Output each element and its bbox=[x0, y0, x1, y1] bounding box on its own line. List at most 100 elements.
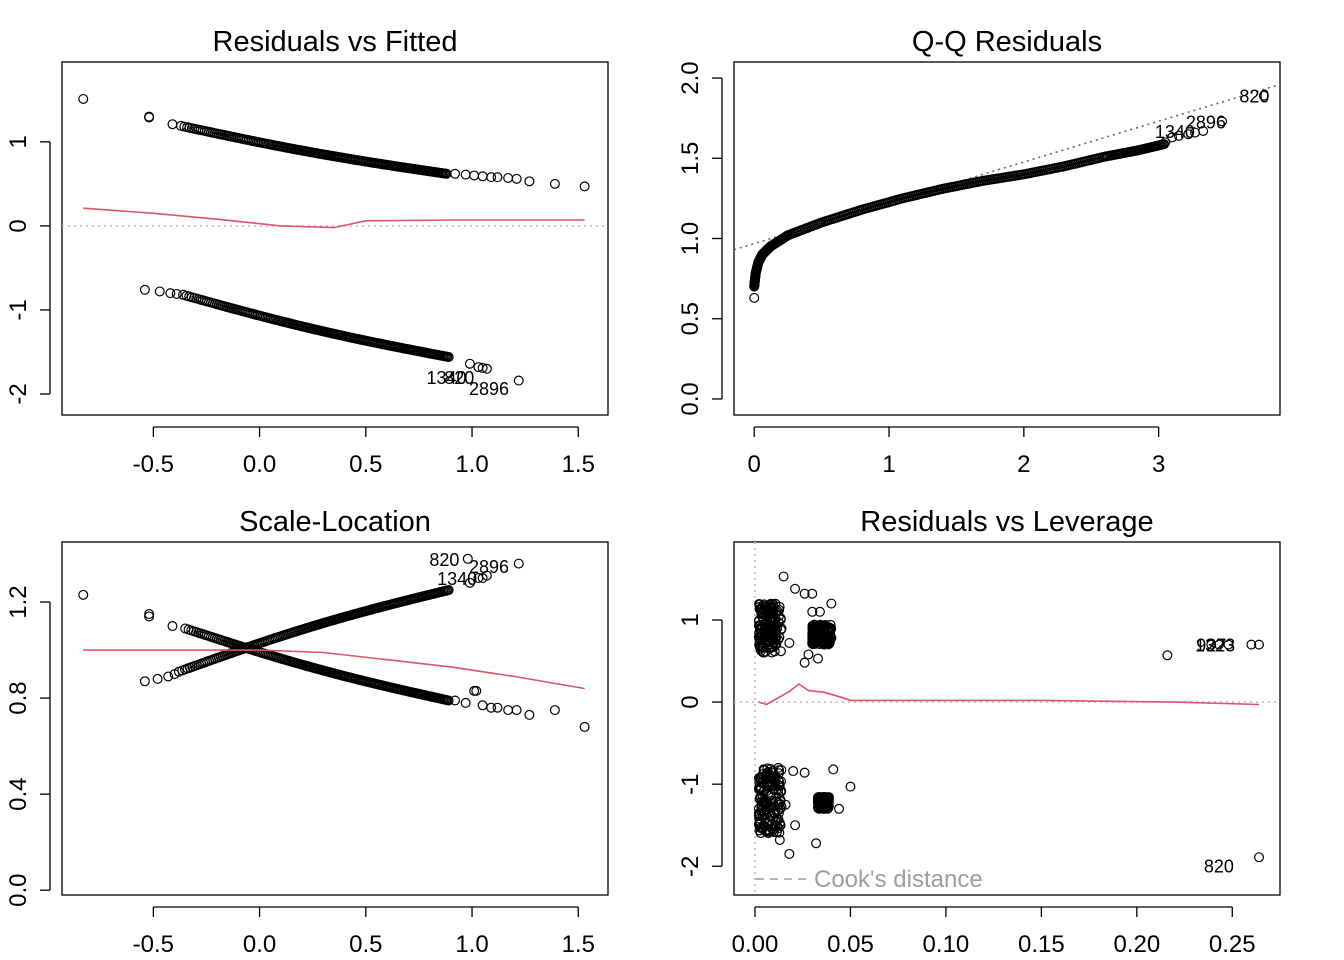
data-point bbox=[1167, 132, 1178, 143]
data-point bbox=[511, 173, 522, 184]
data-point bbox=[803, 649, 814, 660]
data-point bbox=[826, 598, 837, 609]
data-point bbox=[1253, 852, 1264, 863]
data-point bbox=[154, 286, 165, 297]
data-point bbox=[481, 363, 492, 374]
point-label: 820 bbox=[444, 368, 474, 388]
data-point bbox=[139, 676, 150, 687]
data-point bbox=[813, 801, 824, 812]
data-point bbox=[549, 705, 560, 716]
data-point bbox=[450, 168, 461, 179]
data-point bbox=[139, 284, 150, 295]
data-point bbox=[808, 638, 819, 649]
data-point bbox=[486, 172, 497, 183]
point-label: 820 bbox=[1239, 87, 1269, 107]
point-label: 927 bbox=[1196, 636, 1226, 656]
data-point bbox=[1206, 639, 1217, 650]
y-tick-label: 1 bbox=[5, 135, 32, 148]
plot-area bbox=[734, 542, 1280, 895]
data-point bbox=[78, 93, 89, 104]
data-point bbox=[763, 817, 774, 828]
data-point bbox=[819, 626, 830, 637]
y-tick-label: -1 bbox=[5, 299, 32, 320]
y-tick-label: 0.8 bbox=[5, 681, 32, 714]
data-point bbox=[754, 639, 765, 650]
data-point bbox=[790, 583, 801, 594]
data-point bbox=[78, 589, 89, 600]
data-point bbox=[755, 818, 766, 829]
y-tick-label: 0.0 bbox=[5, 874, 32, 907]
x-tick-label: 1.5 bbox=[562, 931, 595, 958]
smooth-line bbox=[83, 649, 585, 690]
x-tick-label: 0.20 bbox=[1113, 931, 1160, 958]
x-tick-label: 0.05 bbox=[827, 931, 874, 958]
data-point bbox=[811, 838, 822, 849]
x-axis: -0.5 0.0 0.5 1.0 1.5 bbox=[133, 426, 595, 478]
data-point bbox=[773, 768, 784, 779]
data-point bbox=[171, 288, 182, 299]
panel-title: Residuals vs Fitted bbox=[213, 26, 458, 58]
point-label: 2896 bbox=[469, 379, 509, 399]
point-label: 2896 bbox=[469, 557, 509, 577]
data-point bbox=[775, 646, 786, 657]
panel-title: Residuals vs Leverage bbox=[860, 506, 1153, 538]
data-point bbox=[579, 181, 590, 192]
data-point bbox=[765, 773, 776, 784]
data-point bbox=[464, 577, 475, 588]
y-tick-label: -2 bbox=[677, 856, 704, 877]
data-point bbox=[778, 571, 789, 582]
x-tick-label: 2 bbox=[1017, 451, 1030, 478]
data-point bbox=[144, 111, 155, 122]
panel-title: Q-Q Residuals bbox=[912, 26, 1102, 58]
data-point bbox=[833, 803, 844, 814]
data-point bbox=[503, 172, 514, 183]
data-point bbox=[773, 762, 784, 773]
data-point bbox=[754, 631, 765, 642]
x-tick-label: 0.15 bbox=[1018, 931, 1065, 958]
data-point bbox=[769, 824, 780, 835]
data-point bbox=[1183, 129, 1194, 140]
data-point bbox=[152, 673, 163, 684]
data-point bbox=[773, 780, 784, 791]
data-point bbox=[826, 633, 837, 644]
plot-frame bbox=[61, 541, 609, 896]
data-point bbox=[492, 702, 503, 713]
reference-line bbox=[734, 83, 1280, 251]
data-point bbox=[772, 623, 783, 634]
data-point bbox=[477, 362, 488, 373]
data-point bbox=[766, 602, 777, 613]
data-point bbox=[784, 848, 795, 859]
data-point bbox=[757, 777, 768, 788]
data-point bbox=[809, 619, 820, 630]
data-point bbox=[764, 642, 775, 653]
y-tick-label: -2 bbox=[5, 383, 32, 404]
data-point bbox=[812, 653, 823, 664]
x-tick-label: 0.5 bbox=[349, 931, 382, 958]
data-point bbox=[469, 170, 480, 181]
data-point bbox=[1213, 639, 1224, 650]
data-point bbox=[443, 585, 454, 596]
data-point bbox=[443, 695, 454, 706]
data-point bbox=[773, 774, 784, 785]
x-tick-label: 0.0 bbox=[243, 931, 276, 958]
data-point bbox=[799, 588, 810, 599]
y-tick-label: 0.0 bbox=[677, 382, 704, 415]
point-label: 1340 bbox=[1155, 122, 1195, 142]
x-tick-label: 0.25 bbox=[1209, 931, 1256, 958]
y-tick-label: 2.0 bbox=[677, 61, 704, 94]
y-tick-label: 0 bbox=[5, 219, 32, 232]
data-point bbox=[1258, 90, 1269, 101]
data-point bbox=[503, 705, 514, 716]
point-label: 820 bbox=[1204, 856, 1234, 876]
plot-frame bbox=[733, 541, 1281, 896]
smooth-line bbox=[758, 683, 1260, 706]
x-tick-label: 0.0 bbox=[243, 451, 276, 478]
data-point bbox=[828, 764, 839, 775]
data-point bbox=[790, 820, 801, 831]
data-point bbox=[469, 685, 480, 696]
data-point bbox=[477, 700, 488, 711]
data-point bbox=[477, 171, 488, 182]
point-label: 1323 bbox=[1195, 636, 1235, 656]
data-point bbox=[767, 612, 778, 623]
